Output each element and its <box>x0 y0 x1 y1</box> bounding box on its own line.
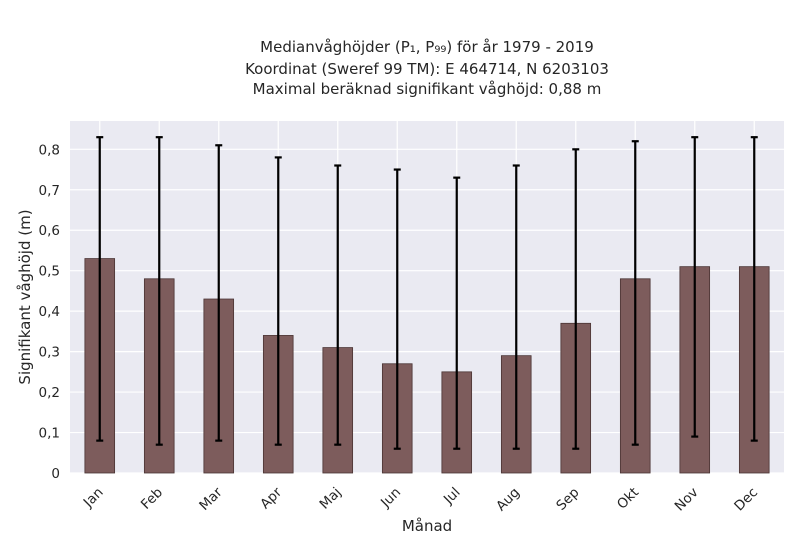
y-tick-label-6: 0,6 <box>39 223 60 239</box>
x-tick-label-mar: Mar <box>196 484 226 514</box>
chart-title: Medianvåghöjder (P₁, P₉₉) för år 1979 - … <box>245 38 609 98</box>
y-tick-label-0: 0 <box>51 466 60 482</box>
error-bars <box>96 136 758 450</box>
x-tick-label-dec: Dec <box>731 485 761 515</box>
x-tick-label-jul: Jul <box>440 485 464 509</box>
chart-title-line-3: Maximal beräknad signifikant våghöjd: 0,… <box>253 80 602 98</box>
x-tick-label-feb: Feb <box>138 485 166 513</box>
x-tick-label-jan: Jan <box>80 485 107 512</box>
y-tick-label-2: 0,2 <box>39 385 60 401</box>
y-tick-label-7: 0,7 <box>39 183 60 199</box>
y-tick-label-8: 0,8 <box>39 142 60 158</box>
y-tick-label-1: 0,1 <box>39 426 60 442</box>
x-tick-label-sep: Sep <box>553 485 582 514</box>
plot-area <box>70 121 784 473</box>
chart-title-line-2: Koordinat (Sweref 99 TM): E 464714, N 62… <box>245 60 609 78</box>
x-tick-label-nov: Nov <box>672 485 702 515</box>
y-tick-label-3: 0,3 <box>39 345 60 361</box>
x-tick-labels: Jan Feb Mar Apr Maj Jun Jul Aug Sep Okt Nov Dec <box>80 484 761 514</box>
x-tick-label-jun: Jun <box>377 485 404 512</box>
chart-title-line-1: Medianvåghöjder (P₁, P₉₉) för år 1979 - … <box>260 38 594 56</box>
x-axis-label: Månad <box>402 517 452 535</box>
x-tick-label-okt: Okt <box>614 485 642 513</box>
x-tick-label-apr: Apr <box>257 484 285 512</box>
y-axis-label: Signifikant våghöjd (m) <box>16 209 34 384</box>
x-tick-label-aug: Aug <box>493 485 523 515</box>
x-tick-label-maj: Maj <box>317 485 345 513</box>
y-tick-label-5: 0,5 <box>39 264 60 280</box>
y-tick-labels: 0 0,1 0,2 0,3 0,4 0,5 0,6 0,7 0,8 <box>39 142 60 482</box>
y-tick-label-4: 0,4 <box>39 304 60 320</box>
